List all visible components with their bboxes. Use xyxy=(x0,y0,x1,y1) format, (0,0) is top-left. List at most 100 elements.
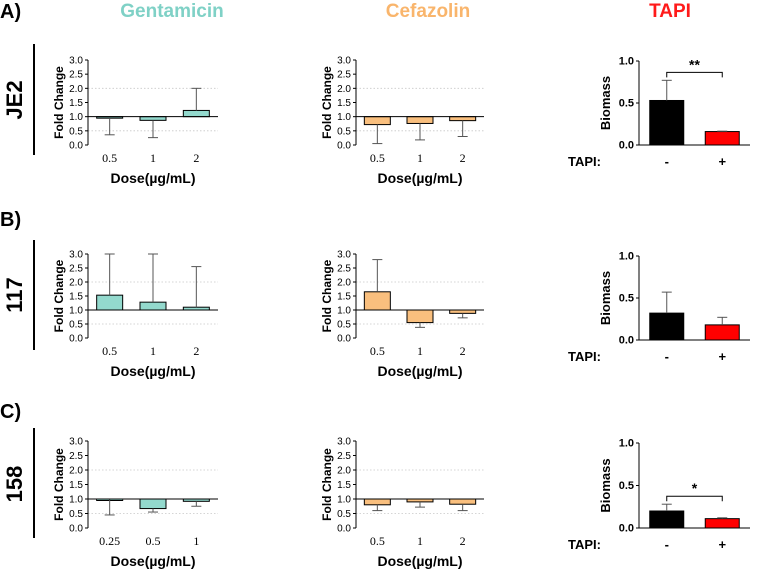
chart-B-tapi: 0.0 0.5 1.0 Biomass TAPI: - + xyxy=(568,251,750,364)
x-axis-label: Dose(µg/mL) xyxy=(377,553,462,569)
significance-bracket xyxy=(666,71,723,78)
panel-letter-c: C) xyxy=(0,401,21,423)
chart-A-tapi: 0.0 0.5 1.0 Biomass TAPI: - + ** xyxy=(568,56,750,169)
y-tick-label: 0.0 xyxy=(69,334,83,345)
y-tick-label: 0.0 xyxy=(337,524,351,535)
x-axis-label: Dose(µg/mL) xyxy=(377,170,462,186)
tapi-category-label: + xyxy=(718,537,726,552)
tapi-category-label: - xyxy=(665,537,669,552)
y-tick-label: 1.5 xyxy=(337,480,351,491)
gentamicin-header: Gentamicin xyxy=(120,1,223,22)
row-label-b: B) 117 xyxy=(0,209,35,350)
bar-- xyxy=(649,99,685,146)
bar-1 xyxy=(406,116,434,124)
tapi-category-label: + xyxy=(718,154,726,169)
x-tick-label: 0.5 xyxy=(146,534,161,548)
bar-- xyxy=(649,510,685,529)
y-tick-label: 2.0 xyxy=(69,278,83,289)
y-tick-label: 0.0 xyxy=(619,335,634,347)
y-tick-label: 1.0 xyxy=(337,495,351,506)
y-tick-label: 2.0 xyxy=(337,278,351,289)
y-axis-label: Biomass xyxy=(598,76,613,130)
strain-label-c: 158 xyxy=(2,466,27,503)
x-tick-label: 1 xyxy=(193,534,199,548)
panel-letter-a: A) xyxy=(0,1,21,23)
y-tick-label: 2.0 xyxy=(69,84,83,95)
bar-0.5 xyxy=(363,498,391,506)
y-tick-label: 0.0 xyxy=(337,334,351,345)
y-tick-label: 3.0 xyxy=(69,56,83,67)
x-tick-label: 0.25 xyxy=(99,534,120,548)
y-axis-label: Biomass xyxy=(598,271,613,325)
y-tick-label: 3.0 xyxy=(337,437,351,448)
y-tick-label: 1.5 xyxy=(69,480,83,491)
bar-2 xyxy=(449,116,477,122)
y-tick-label: 1.0 xyxy=(69,495,83,506)
y-tick-label: 3.0 xyxy=(69,437,83,448)
cefazolin-header: Cefazolin xyxy=(386,1,470,22)
y-tick-label: 3.0 xyxy=(69,250,83,261)
bar-+ xyxy=(704,324,740,341)
bar-+ xyxy=(704,518,740,529)
strain-label-b: 117 xyxy=(2,277,27,313)
y-tick-label: 0.5 xyxy=(337,509,351,520)
y-tick-label: 1.0 xyxy=(619,56,634,68)
y-axis-label: Fold Change xyxy=(320,448,334,521)
y-tick-label: 0.0 xyxy=(619,523,634,535)
x-tick-label: 1 xyxy=(417,151,423,165)
tapi-row-label: TAPI: xyxy=(568,154,601,169)
bar-2 xyxy=(449,309,477,314)
y-tick-label: 0.0 xyxy=(619,140,634,152)
bar-2 xyxy=(182,109,210,118)
y-tick-label: 0.0 xyxy=(337,141,351,152)
y-tick-label: 1.0 xyxy=(619,251,634,263)
y-tick-label: 0.0 xyxy=(69,524,83,535)
y-axis-label: Fold Change xyxy=(320,66,334,139)
bar-- xyxy=(649,312,685,341)
y-tick-label: 0.5 xyxy=(69,126,83,137)
y-tick-label: 1.0 xyxy=(619,438,634,450)
x-tick-label: 0.5 xyxy=(370,534,385,548)
y-axis-label: Biomass xyxy=(598,458,613,512)
y-axis-label: Fold Change xyxy=(52,259,66,332)
x-tick-label: 2 xyxy=(193,151,199,165)
bar-2 xyxy=(449,498,477,505)
x-axis-label: Dose(µg/mL) xyxy=(110,363,195,379)
y-tick-label: 1.5 xyxy=(337,292,351,303)
y-tick-label: 2.5 xyxy=(337,70,351,81)
bar-1 xyxy=(139,116,167,121)
bar-0.5 xyxy=(139,498,167,510)
x-axis-label: Dose(µg/mL) xyxy=(110,553,195,569)
x-tick-label: 1 xyxy=(150,151,156,165)
x-tick-label: 0.5 xyxy=(102,344,117,358)
y-tick-label: 1.5 xyxy=(69,292,83,303)
y-tick-label: 0.5 xyxy=(619,98,634,110)
y-tick-label: 3.0 xyxy=(337,250,351,261)
y-tick-label: 2.5 xyxy=(69,451,83,462)
y-tick-label: 2.5 xyxy=(337,451,351,462)
x-tick-label: 0.5 xyxy=(370,344,385,358)
y-axis-label: Fold Change xyxy=(52,66,66,139)
x-tick-label: 2 xyxy=(460,534,466,548)
bar-+ xyxy=(704,131,740,146)
panel-letter-b: B) xyxy=(0,209,21,231)
y-tick-label: 3.0 xyxy=(337,56,351,67)
tapi-header: TAPI xyxy=(649,1,691,22)
y-tick-label: 1.0 xyxy=(69,112,83,123)
tapi-row-label: TAPI: xyxy=(568,349,601,364)
bar-0.5 xyxy=(363,116,391,126)
bar-0.5 xyxy=(96,294,124,311)
x-tick-label: 2 xyxy=(460,344,466,358)
y-tick-label: 0.5 xyxy=(619,293,634,305)
y-tick-label: 2.0 xyxy=(69,466,83,477)
x-axis-label: Dose(µg/mL) xyxy=(377,363,462,379)
x-tick-label: 0.5 xyxy=(102,151,117,165)
y-tick-label: 1.5 xyxy=(337,98,351,109)
significance-marker: ** xyxy=(689,56,700,72)
x-tick-label: 1 xyxy=(417,344,423,358)
